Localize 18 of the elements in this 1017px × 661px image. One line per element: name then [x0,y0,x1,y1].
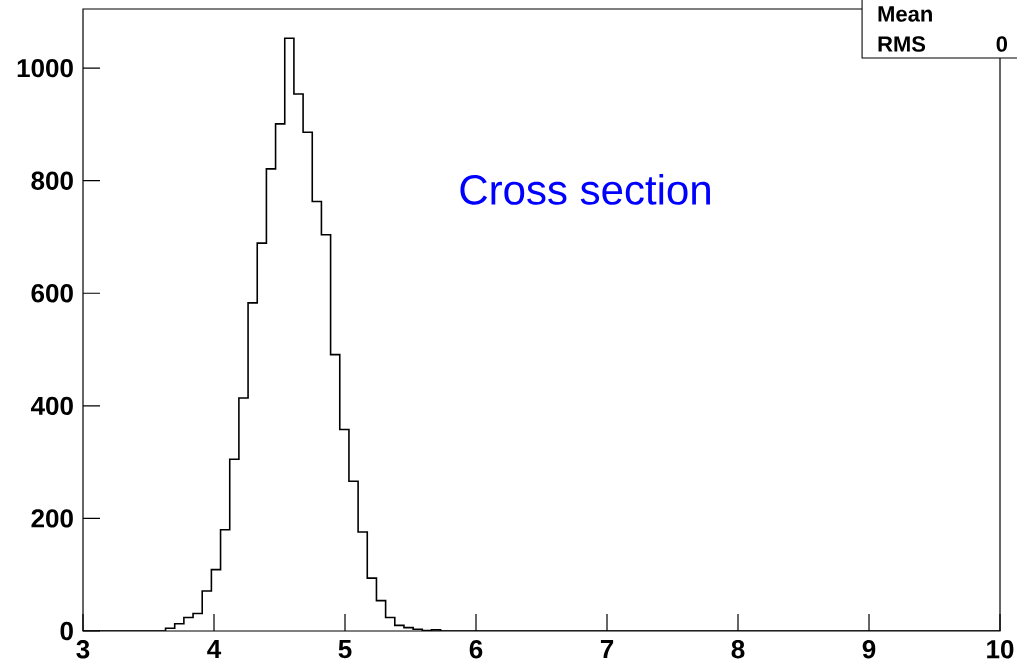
x-tick-label: 6 [469,640,483,659]
y-tick-label: 400 [30,396,73,416]
y-tick-label: 0 [60,621,73,641]
annotation: Cross section [460,173,710,205]
x-tick-label: 7 [600,640,614,658]
x-tick-label: 9 [862,640,876,659]
x-tick-label: 5 [338,640,352,659]
y-tick-label: 1000 [17,58,73,78]
x-tick-label: 3 [76,640,90,659]
annotation: 0 [996,36,1008,52]
x-tick-label: 8 [731,640,745,659]
x-tick-label: 10 [987,640,1014,659]
annotation: Mean [878,6,932,22]
y-tick-label: 800 [31,171,73,190]
y-tick-label: 600 [31,284,73,303]
annotation: RMS [878,36,926,52]
y-tick-label: 200 [31,509,73,528]
x-tick-label: 4 [207,640,222,658]
